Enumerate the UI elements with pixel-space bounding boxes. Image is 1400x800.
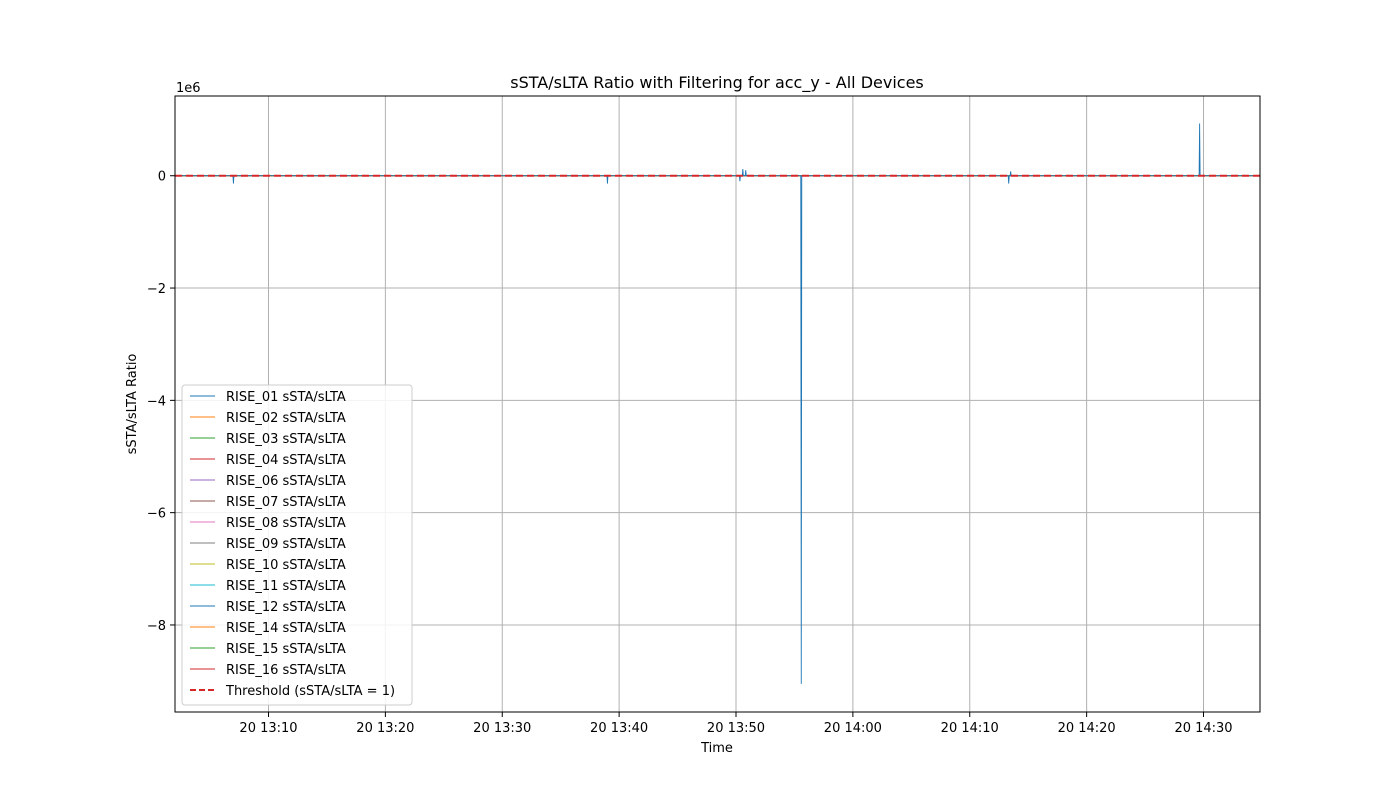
series-line (175, 123, 1260, 684)
legend-label: RISE_02 sSTA/sLTA (226, 411, 346, 426)
legend-label: RISE_04 sSTA/sLTA (226, 453, 346, 468)
x-axis-ticks: 20 13:10 20 13:20 20 13:30 20 13:40 20 13:50… (239, 712, 1233, 736)
legend-label: RISE_10 sSTA/sLTA (226, 558, 346, 573)
y-tick-label: −2 (147, 282, 166, 297)
legend-label: RISE_01 sSTA/sLTA (226, 390, 346, 405)
legend-label: RISE_09 sSTA/sLTA (226, 537, 346, 552)
legend-label: RISE_15 sSTA/sLTA (226, 642, 346, 657)
x-tick-label: 20 14:30 (1174, 721, 1232, 736)
plot-area-frame (174, 95, 1261, 713)
legend-label: RISE_07 sSTA/sLTA (226, 495, 346, 510)
x-axis-label: Time (700, 741, 733, 756)
legend-label: RISE_16 sSTA/sLTA (226, 663, 346, 678)
y-tick-label: −4 (147, 394, 166, 409)
legend-label-threshold: Threshold (sSTA/sLTA = 1) (225, 684, 395, 699)
legend-frame (181, 384, 413, 706)
x-tick-label: 20 14:20 (1058, 721, 1116, 736)
x-tick-label: 20 13:20 (356, 721, 414, 736)
legend-label: RISE_12 sSTA/sLTA (226, 600, 346, 615)
legend-label: RISE_06 sSTA/sLTA (226, 474, 346, 489)
y-axis-ticks: −8 −6 −4 −2 0 (147, 170, 175, 634)
y-axis-label: sSTA/sLTA Ratio (125, 354, 140, 455)
legend-label: RISE_11 sSTA/sLTA (226, 579, 346, 594)
legend-label: RISE_08 sSTA/sLTA (226, 516, 346, 531)
chart-title: sSTA/sLTA Ratio with Filtering for acc_y… (510, 73, 924, 93)
x-tick-label: 20 13:10 (239, 721, 297, 736)
y-tick-label: −8 (147, 619, 166, 634)
y-multiplier-label: 1e6 (176, 81, 201, 96)
x-tick-label: 20 14:10 (941, 721, 999, 736)
x-tick-label: 20 13:30 (473, 721, 531, 736)
legend-label: RISE_03 sSTA/sLTA (226, 432, 346, 447)
y-tick-label: −6 (147, 507, 166, 522)
x-tick-label: 20 13:40 (590, 721, 648, 736)
y-tick-label: 0 (158, 170, 166, 185)
x-tick-label: 20 14:00 (824, 721, 882, 736)
legend-label: RISE_14 sSTA/sLTA (226, 621, 346, 636)
x-tick-label: 20 13:50 (707, 721, 765, 736)
legend: RISE_01 sSTA/sLTA RISE_02 sSTA/sLTA RISE_0… (181, 384, 413, 706)
